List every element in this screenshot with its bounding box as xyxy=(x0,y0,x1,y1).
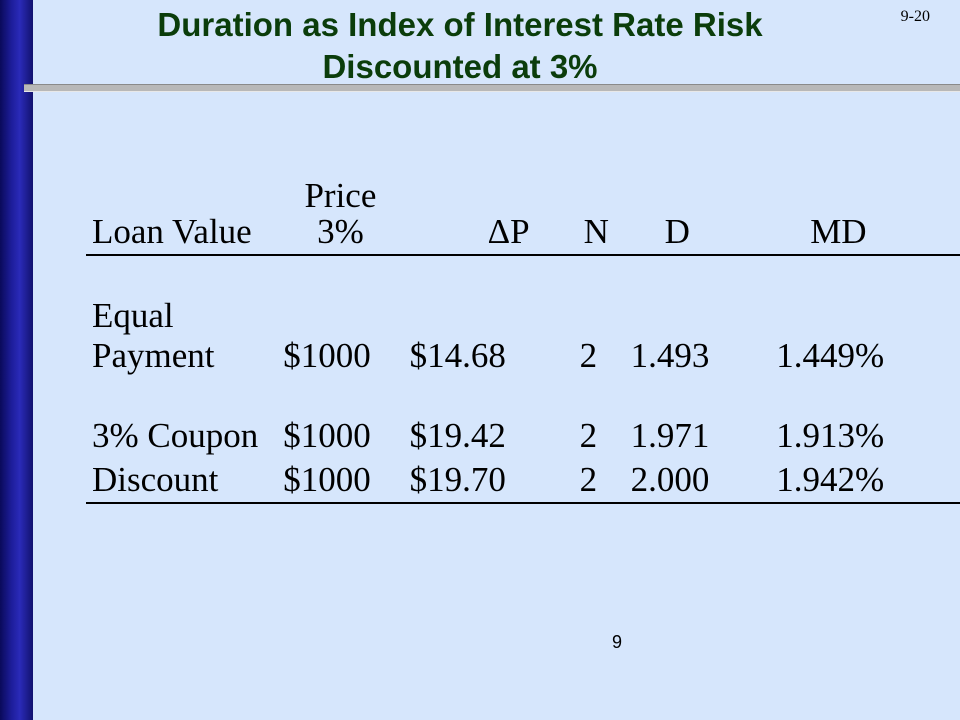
table-header-row: Loan Value Price 3% ΔP N D MD xyxy=(86,178,960,255)
cell-price: $1000 xyxy=(283,336,371,375)
header-price-line-1: Price xyxy=(304,176,377,215)
cell-d: 2.000 xyxy=(630,460,710,499)
cell-md: 1.913% xyxy=(776,416,885,455)
cell-n: 2 xyxy=(579,336,598,375)
cell-d: 1.971 xyxy=(630,416,710,455)
cell-loan-value: Discount xyxy=(92,460,219,499)
header-price-line-2: 3% xyxy=(317,212,364,251)
table-row: 3% Coupon $1000 $19.42 2 1.971 1.913% xyxy=(86,376,960,456)
loan-value-line-2: Payment xyxy=(92,336,215,375)
cell-delta-p: $14.68 xyxy=(409,336,506,375)
table-row: Discount $1000 $19.70 2 2.000 1.942% xyxy=(86,456,960,503)
header-price: Price 3% xyxy=(283,178,397,255)
cell-loan-value: 3% Coupon xyxy=(92,416,259,455)
title-line-2: Discounted at 3% xyxy=(322,48,598,85)
duration-table: Loan Value Price 3% ΔP N D MD Equal Paym… xyxy=(86,178,960,504)
cell-delta-p: $19.42 xyxy=(409,416,506,455)
loan-value-line-1: Equal xyxy=(92,296,174,335)
header-delta-p: ΔP xyxy=(487,212,530,251)
title-divider xyxy=(24,84,960,92)
left-accent-bar xyxy=(0,0,33,720)
slide-id: 9-20 xyxy=(900,8,930,25)
cell-n: 2 xyxy=(579,416,598,455)
cell-price: $1000 xyxy=(283,460,371,499)
cell-delta-p: $19.70 xyxy=(409,460,506,499)
header-n: N xyxy=(583,212,609,251)
header-loan-value: Loan Value xyxy=(92,212,252,251)
cell-price: $1000 xyxy=(283,416,371,455)
table-row: Equal Payment $1000 $14.68 2 1.493 1.449… xyxy=(86,255,960,376)
cell-d: 1.493 xyxy=(630,336,710,375)
header-md: MD xyxy=(810,212,867,251)
cell-md: 1.449% xyxy=(776,336,885,375)
slide-title: Duration as Index of Interest Rate Risk … xyxy=(40,4,880,88)
cell-n: 2 xyxy=(579,460,598,499)
cell-md: 1.942% xyxy=(776,460,885,499)
header-d: D xyxy=(664,212,690,251)
cell-loan-value: Equal Payment xyxy=(86,255,283,376)
title-line-1: Duration as Index of Interest Rate Risk xyxy=(157,6,763,43)
page-number: 9 xyxy=(612,632,623,652)
